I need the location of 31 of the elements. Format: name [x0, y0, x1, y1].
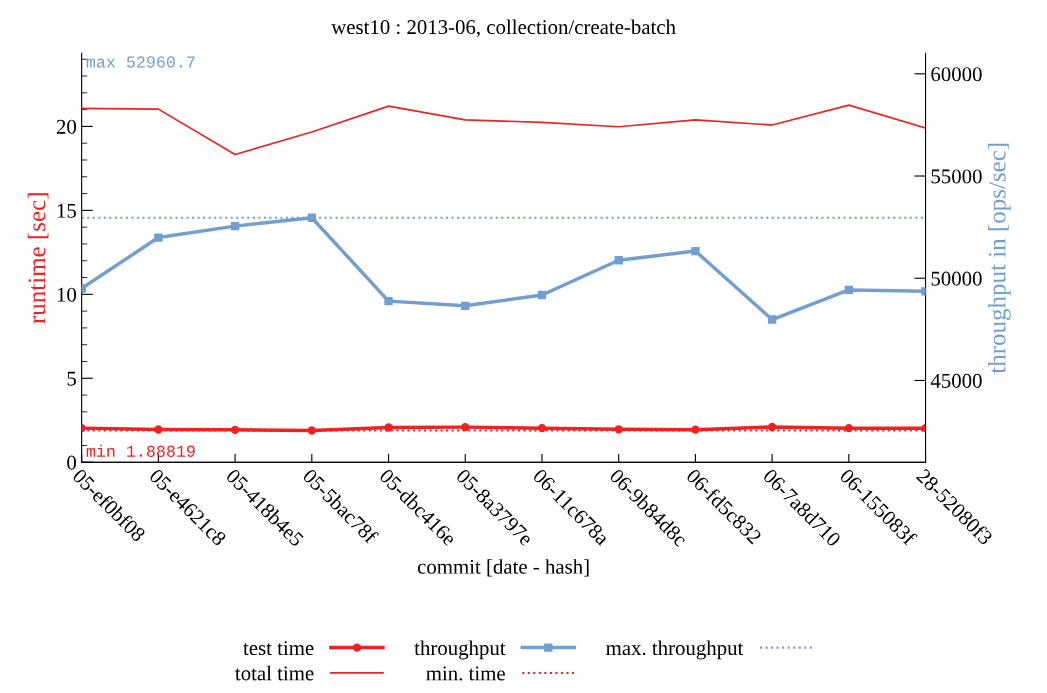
legend-label: min. time	[426, 666, 505, 681]
annotation: min 1.88819	[86, 444, 195, 457]
y-tick-label: 0	[67, 455, 77, 470]
legend-label: max. throughput	[606, 640, 744, 660]
point	[614, 256, 623, 265]
line-series	[81, 104, 926, 156]
y-tick-label: 15	[57, 203, 76, 218]
y-tick-label: 10	[57, 287, 77, 302]
legend-label: throughput	[414, 640, 506, 660]
point	[307, 213, 316, 222]
y-tick-label: 20	[56, 119, 77, 134]
point	[844, 285, 853, 295]
y2-axis-title: throughput in [ops/sec]	[988, 143, 1011, 374]
legend-label: total time	[235, 665, 314, 681]
y2-tick-label: 55000	[931, 169, 982, 184]
y2-tick-label: 60000	[931, 67, 982, 82]
legend-label: test time	[243, 641, 314, 656]
point	[154, 233, 163, 242]
point	[767, 315, 777, 324]
point	[384, 296, 393, 306]
y-axis-title: runtime [sec]	[27, 193, 49, 324]
annotation: max 52960.7	[86, 56, 195, 68]
point	[537, 290, 547, 300]
y-tick-label: 5	[67, 371, 76, 386]
point	[461, 301, 470, 311]
point	[691, 246, 700, 256]
y2-tick-label: 50000	[931, 271, 982, 286]
chart-title: west10 : 2013-06, collection/create-batch	[331, 19, 676, 38]
point	[230, 221, 240, 231]
x-axis-title: commit [date - hash]	[417, 559, 589, 577]
y2-tick-label: 45000	[930, 373, 982, 388]
